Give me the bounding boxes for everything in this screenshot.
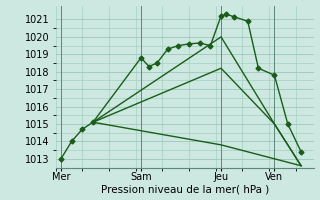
X-axis label: Pression niveau de la mer( hPa ): Pression niveau de la mer( hPa ) (101, 184, 269, 194)
